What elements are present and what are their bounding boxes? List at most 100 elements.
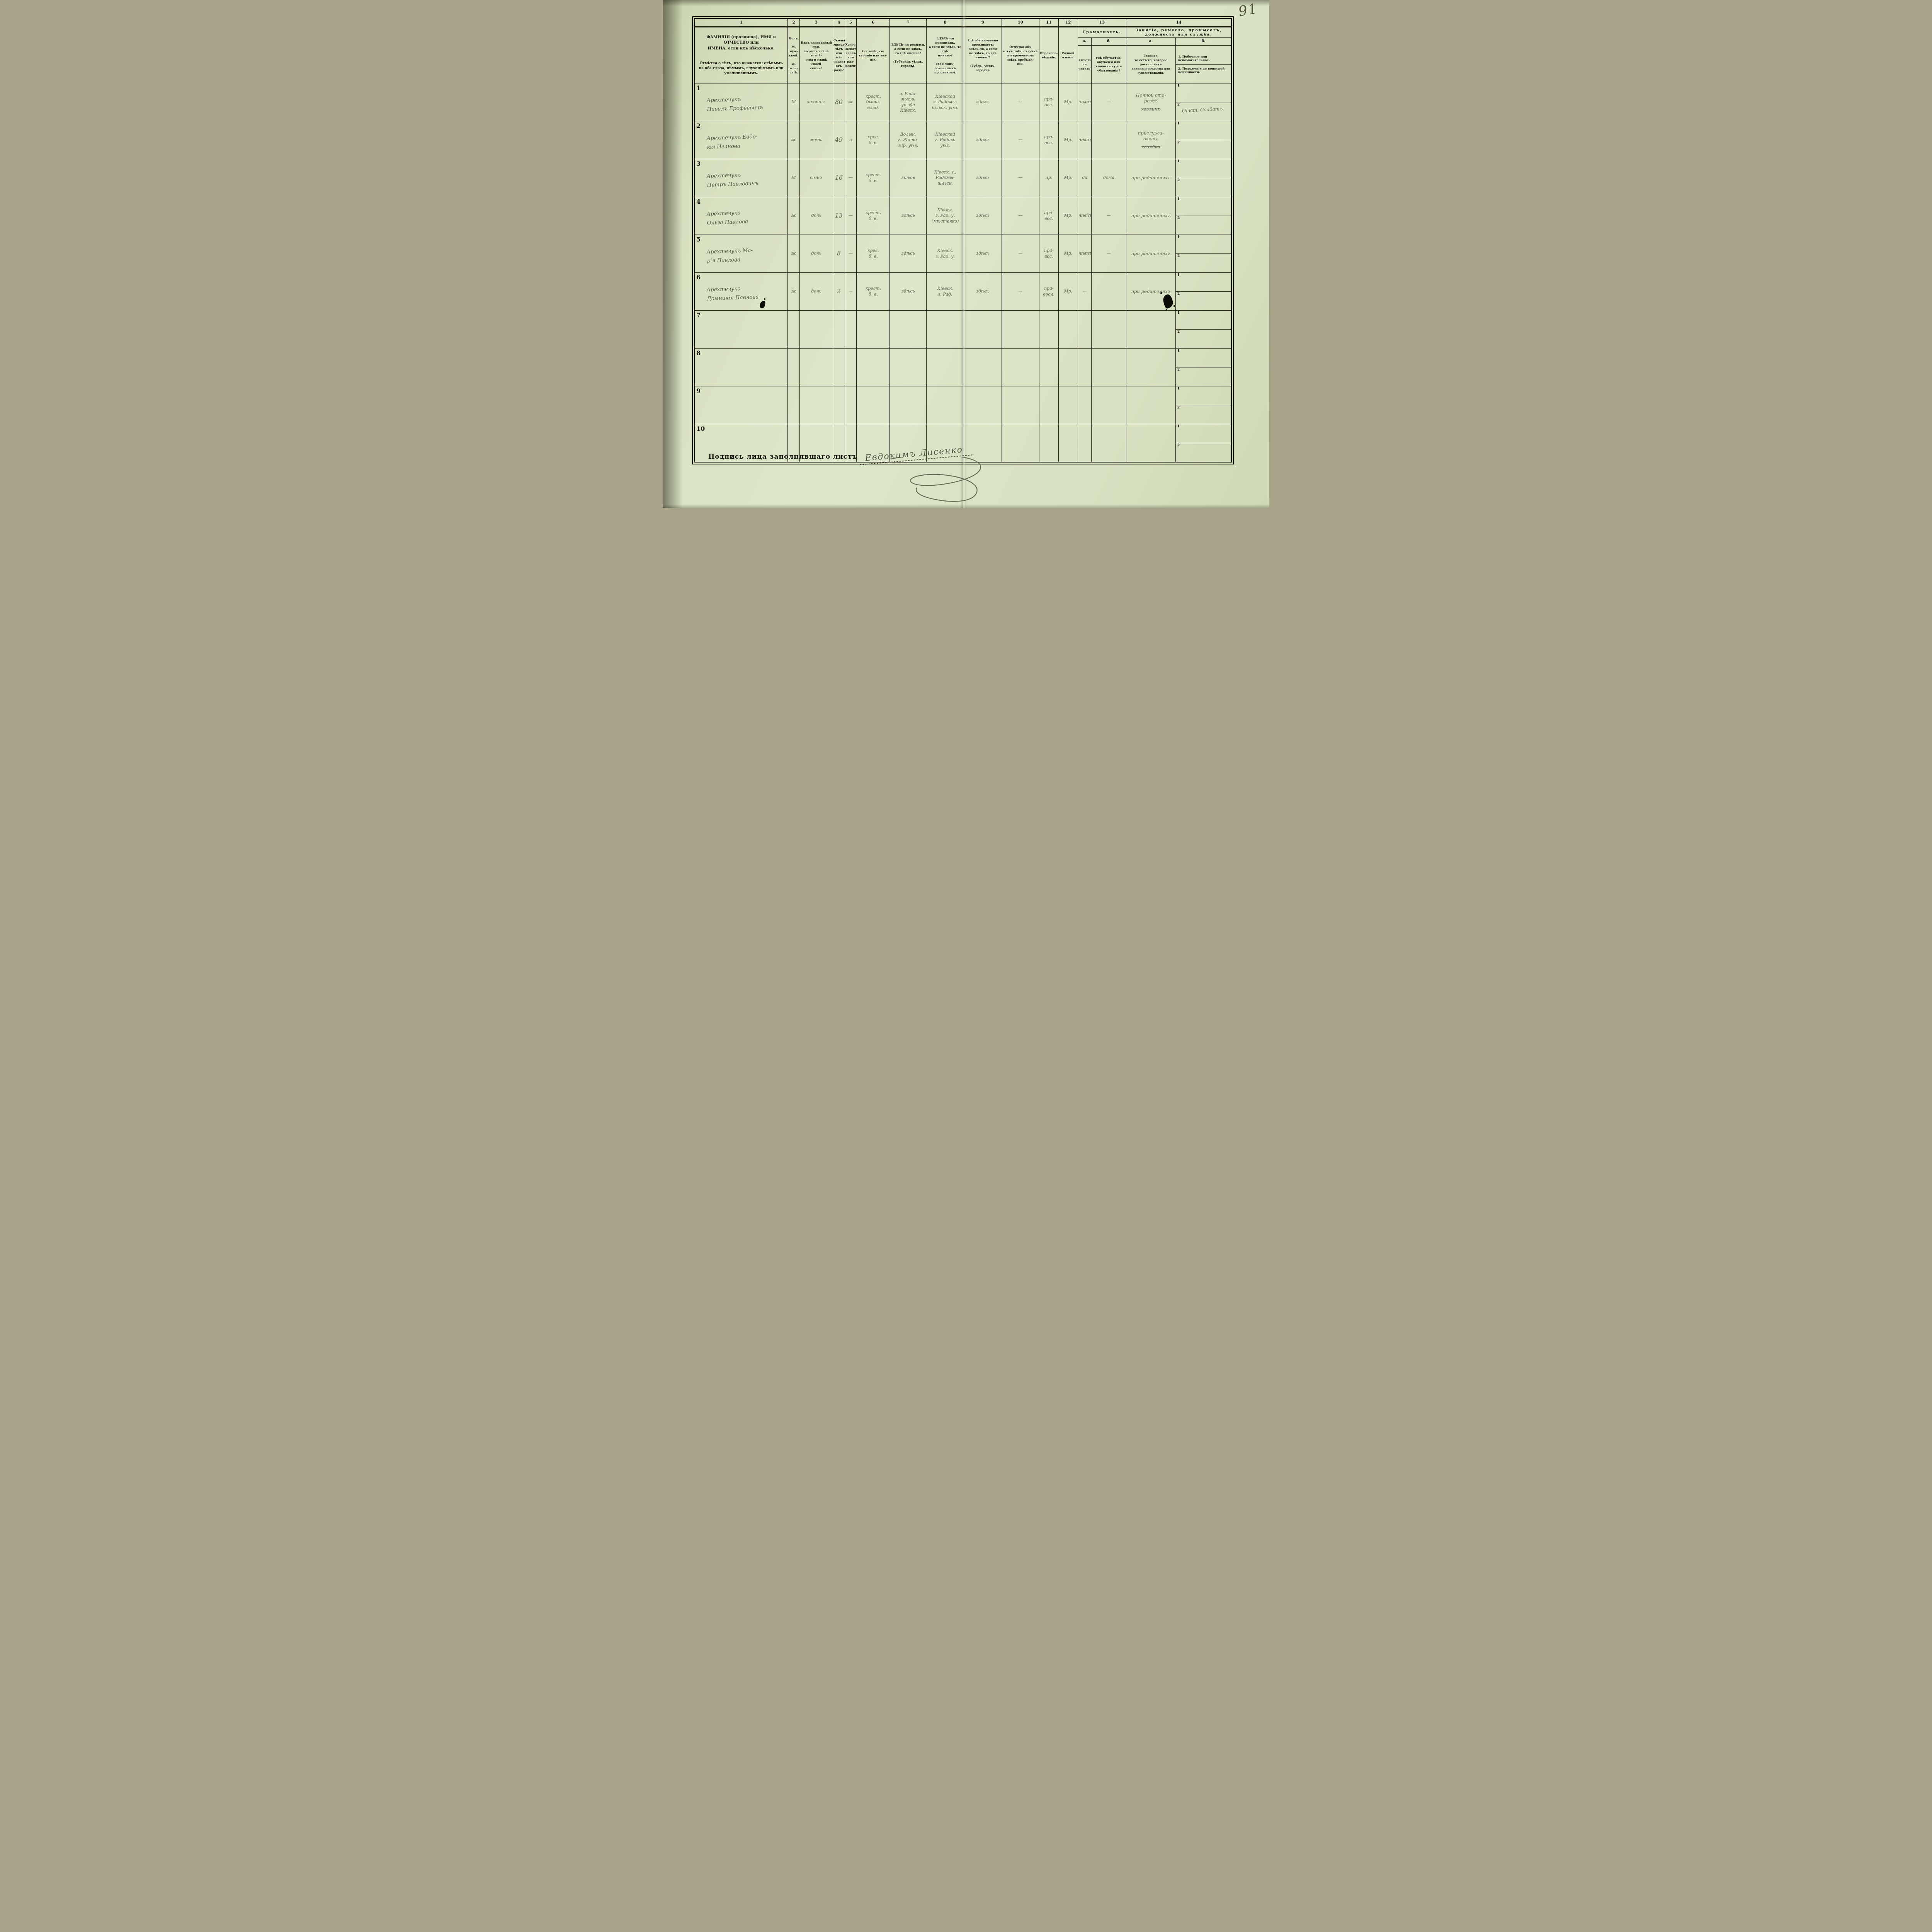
printed-number-1: 1 [1177, 349, 1180, 353]
census-table: 1 2 3 4 5 6 7 8 9 10 11 12 13 14 [694, 18, 1232, 463]
side-occupation-slot-2: 2 [1176, 140, 1231, 159]
printed-number-1: 1 [1177, 311, 1180, 315]
table-row: 4 Арехтечуко Ольга Павлова ж дочь 13 — к… [694, 197, 1232, 235]
cell-literacy-school [1091, 121, 1127, 160]
printed-number-2: 2 [1177, 330, 1180, 334]
cell-literacy-read [1077, 310, 1092, 349]
cell-name: 3 Арехтечукъ Петръ Павловичъ [694, 159, 788, 197]
cell-residence: здѣсь [964, 197, 1002, 235]
cell-marital [844, 424, 857, 463]
cell-occupation-side: 1 2 [1175, 235, 1232, 273]
cell-marital: з [844, 121, 857, 160]
cell-occupation: при родителяхъ [1126, 272, 1176, 311]
cell-age [833, 310, 845, 349]
cell-residence: здѣсь [964, 272, 1002, 311]
person-name [695, 326, 787, 332]
cell-occupation-side: 1 2 [1175, 121, 1232, 160]
cell-name: 8 [694, 348, 788, 387]
header-literacy-read: Умѣетъ- ли читать? [1077, 45, 1092, 84]
header-marital: Холостъ, женатъ, вдовъ или раз- веденъ. [844, 26, 857, 84]
cell-relation: Сынъ [799, 159, 833, 197]
printed-number-1: 1 [1177, 160, 1180, 164]
cell-estate: крест. б. в. [856, 159, 890, 197]
cell-estate [856, 386, 890, 425]
scan-edge-shadow-top [663, 0, 1269, 6]
printed-number-2: 2 [1177, 103, 1180, 107]
occupation-main: прислужи- ваетъ [1138, 130, 1164, 142]
col-number: 9 [964, 18, 1002, 27]
cell-name: 6 Арехтечуко Домникія Павлова [694, 272, 788, 311]
side-occupation-slot-1: 1 [1176, 122, 1231, 140]
person-name: Арехтечукъ Петръ Павловичъ [706, 172, 759, 188]
printed-number-1: 1 [1177, 197, 1180, 202]
person-name: Арехтечукъ Евдо- кія Иванова [706, 133, 758, 150]
cell-absence [1001, 310, 1039, 349]
header-occupation-side-1: 1. Побочное или вспомогательное. [1178, 54, 1210, 62]
col-number: 13 [1077, 18, 1127, 27]
cell-language [1058, 348, 1078, 387]
cell-marital: — [844, 197, 857, 235]
cell-age [833, 386, 845, 425]
cell-residence [964, 424, 1002, 463]
cell-birthplace: г. Радо- мысль уѣзда Кіевск. [889, 83, 927, 122]
cell-registration: Кіевской г. Радом. уѣз. [926, 121, 964, 160]
person-name: Арехтечукъ Ма- рія Павлова [706, 247, 753, 264]
cell-language: Мр. [1058, 121, 1078, 160]
header-literacy-group: Грамотность. [1077, 27, 1127, 38]
cell-occupation-side: 1 2 [1175, 424, 1232, 463]
cell-literacy-read: — [1077, 272, 1092, 311]
cell-birthplace: Волын. г. Жито- мір. уѣз. [889, 121, 927, 160]
cell-literacy-school [1091, 386, 1127, 425]
row-number: 6 [696, 274, 701, 281]
header-name-note: Отмѣтка о тѣхъ, кто окажется: слѣпымъ на… [699, 61, 784, 75]
cell-sex: М [787, 159, 800, 197]
occupation-main: при родителяхъ [1131, 251, 1171, 257]
cell-religion [1039, 386, 1059, 425]
person-name: Арехтечуко Домникія Павлова [706, 285, 759, 302]
cell-occupation: при родителяхъ [1126, 197, 1176, 235]
cell-occupation-side: 1 2 [1175, 386, 1232, 425]
cell-residence: здѣсь [964, 235, 1002, 273]
cell-birthplace [889, 424, 927, 463]
cell-residence: здѣсь [964, 121, 1002, 160]
printed-number-1: 1 [1177, 387, 1180, 391]
row-number: 9 [696, 387, 701, 395]
cell-language: Мр. [1058, 159, 1078, 197]
cell-religion [1039, 310, 1059, 349]
cell-literacy-read: нѣтъ [1077, 197, 1092, 235]
cell-occupation [1126, 348, 1176, 387]
cell-sex: М [787, 83, 800, 122]
header-subtext-row: Умѣетъ- ли читать? гдѣ обучается, обучал… [694, 45, 1232, 84]
scan-edge-shadow-left [663, 0, 683, 508]
signature-label: Подпись лица заполнявшаго листъ [708, 453, 858, 461]
cell-language [1058, 310, 1078, 349]
col-number: 8 [926, 18, 964, 27]
cell-registration [926, 424, 964, 463]
cell-residence: здѣсь [964, 83, 1002, 122]
row-number: 4 [696, 198, 701, 206]
cell-age: 80 [833, 83, 845, 122]
col-number: 3 [799, 18, 833, 27]
cell-literacy-school [1091, 424, 1127, 463]
census-table-frame: 1 2 3 4 5 6 7 8 9 10 11 12 13 14 [692, 16, 1234, 465]
cell-age: 8 [833, 235, 845, 273]
cell-name: 1 Арехтечукъ Павелъ Ерофеевичъ [694, 83, 788, 122]
person-name: Арехтечуко Ольга Павлова [706, 209, 748, 226]
cell-birthplace: здѣсь [889, 272, 927, 311]
cell-name: 10 [694, 424, 788, 463]
cell-literacy-school: — [1091, 197, 1127, 235]
military-status-value: Отст. Солдатъ. [1182, 106, 1225, 114]
cell-literacy-school [1091, 272, 1127, 311]
col-number: 5 [844, 18, 857, 27]
header-name-column: ФАМИЛІЯ (прозвище), ИМЯ и ОТЧЕСТВО или И… [694, 26, 788, 84]
printed-number-1: 1 [1177, 84, 1180, 88]
cell-registration: Кіевск. г. Рад. у. (мѣстечко) [926, 197, 964, 235]
side-occupation-slot-1: 1 [1176, 160, 1231, 178]
cell-religion: пра- вос. [1039, 197, 1059, 235]
person-name [695, 440, 787, 446]
header-name-title: ФАМИЛІЯ (прозвище), ИМЯ и ОТЧЕСТВО или И… [706, 35, 776, 51]
header-13b-label: б. [1091, 37, 1127, 46]
cell-religion: пра- восл. [1039, 272, 1059, 311]
cell-marital [844, 386, 857, 425]
cell-occupation-side: 1 2 [1175, 310, 1232, 349]
